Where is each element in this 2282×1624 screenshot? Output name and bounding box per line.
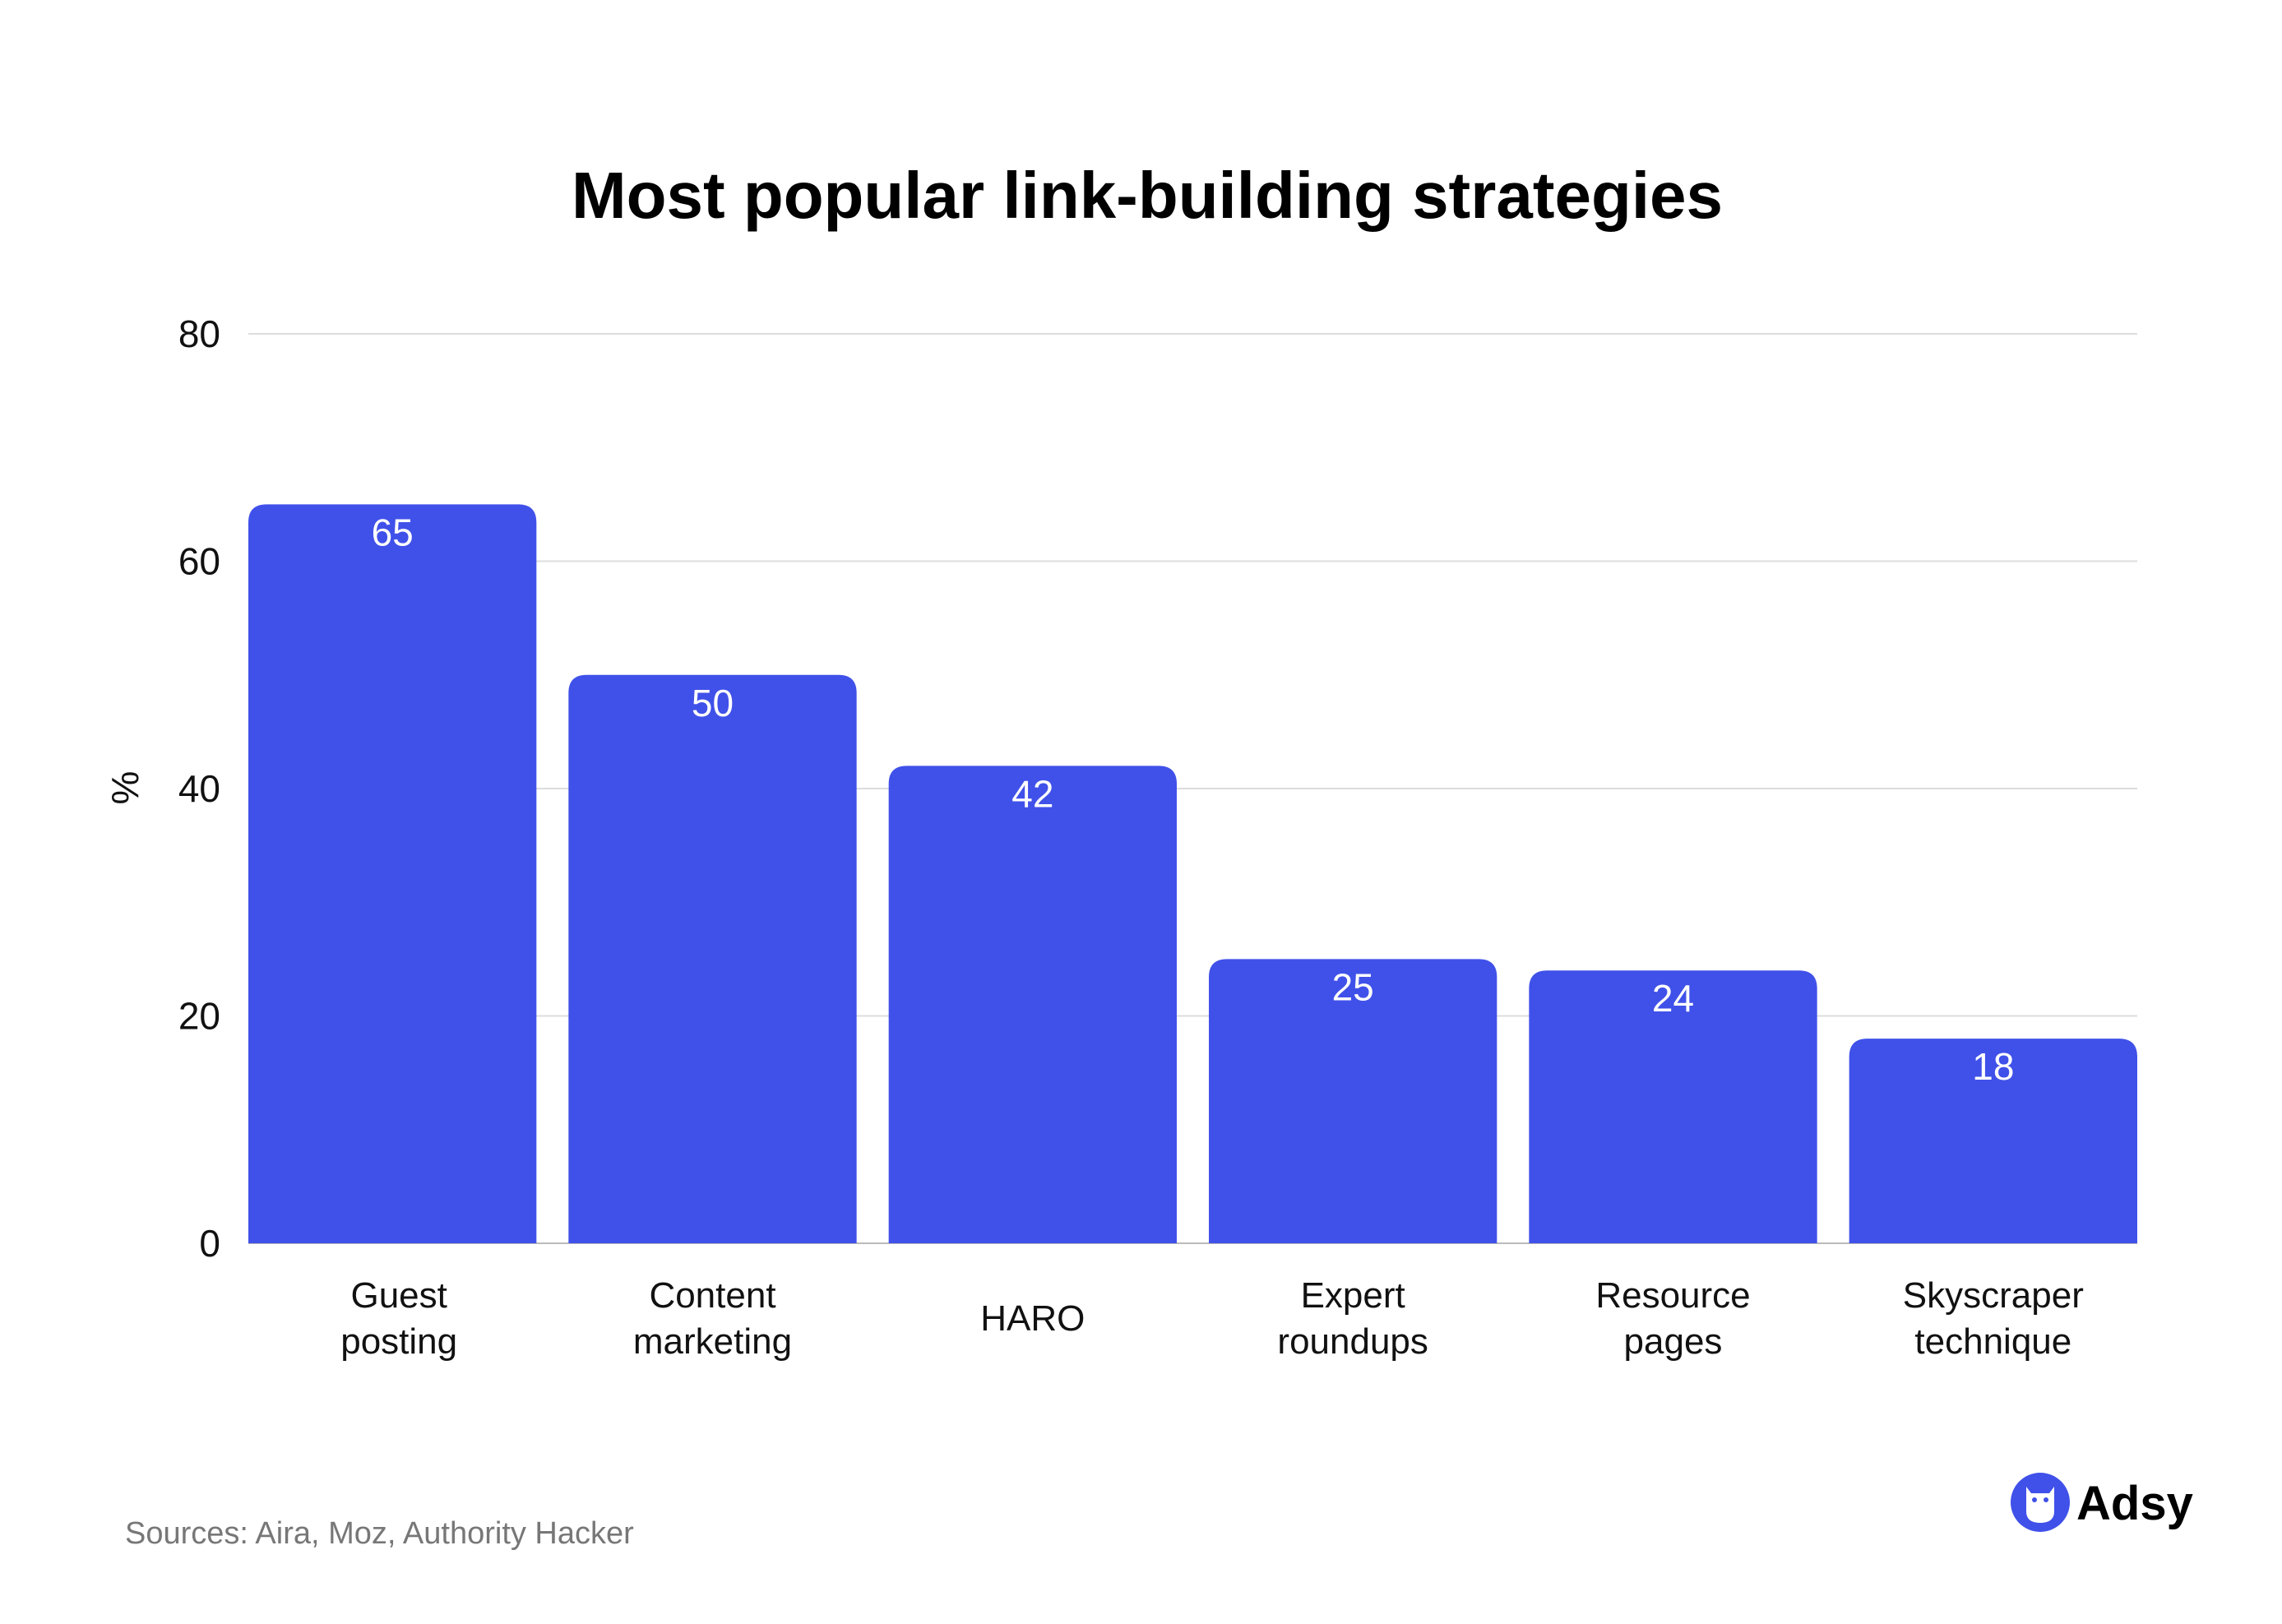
y-tick-label: 20 [178, 995, 220, 1038]
x-tick-label: technique [1914, 1321, 2071, 1362]
x-tick-label: Skyscraper [1903, 1275, 2084, 1316]
x-tick-label: roundups [1277, 1321, 1428, 1362]
bar [1849, 1039, 2137, 1243]
x-tick-label: Guest [350, 1275, 447, 1316]
y-tick-label: 0 [199, 1222, 220, 1265]
data-label: 50 [692, 682, 734, 724]
bar [1529, 970, 1817, 1243]
data-label: 24 [1652, 977, 1694, 1020]
y-tick-label: 40 [178, 767, 220, 810]
bar [248, 504, 537, 1243]
bar [1209, 959, 1497, 1243]
y-tick-label: 60 [178, 540, 220, 583]
chart-title: Most popular link-building strategies [572, 159, 1723, 232]
bar [888, 766, 1177, 1243]
data-label: 25 [1332, 965, 1374, 1008]
data-label: 42 [1011, 772, 1053, 815]
logo-text: Adsy [2076, 1477, 2193, 1530]
data-label: 18 [1972, 1045, 2014, 1088]
x-tick-label: Expert [1301, 1275, 1405, 1316]
x-tick-label: HARO [980, 1298, 1085, 1339]
x-tick-label: pages [1624, 1321, 1723, 1362]
bar [568, 674, 857, 1243]
y-tick-label: 80 [178, 312, 220, 355]
data-label: 65 [372, 511, 414, 553]
x-tick-label: Resource [1595, 1275, 1750, 1316]
y-axis-label: % [104, 771, 146, 805]
adsy-logo: Adsy [2011, 1473, 2193, 1532]
source-note: Sources: Aira, Moz, Authority Hacker [125, 1516, 634, 1551]
x-tick-label: marketing [633, 1321, 792, 1362]
x-tick-label: posting [340, 1321, 457, 1362]
x-tick-label: Content [649, 1275, 775, 1316]
